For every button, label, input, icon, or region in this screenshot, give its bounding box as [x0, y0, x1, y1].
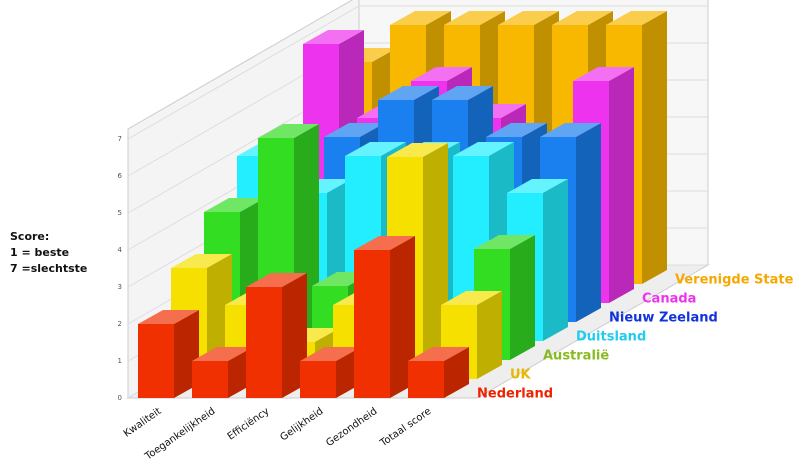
bar-top: [573, 67, 634, 81]
y-tick-label: 2: [118, 320, 122, 328]
bar-top: [411, 67, 472, 81]
y-tick-label: 6: [118, 172, 123, 180]
bar-top: [507, 179, 568, 193]
bar-top: [540, 123, 601, 137]
bar: [354, 236, 415, 398]
bar-top: [171, 254, 232, 268]
y-tick-label: 0: [118, 394, 122, 402]
bar-top: [300, 347, 361, 361]
bar-front: [354, 250, 390, 398]
bar-side: [543, 179, 568, 341]
bar-side: [477, 291, 502, 379]
bar-top: [192, 347, 253, 361]
bar-side: [510, 235, 535, 360]
bar: [408, 347, 469, 398]
bar-top: [453, 142, 514, 156]
bar-top: [345, 142, 406, 156]
y-tick-label: 4: [118, 246, 123, 254]
bar-top: [303, 30, 364, 44]
bar-front: [408, 361, 444, 398]
bar-top: [444, 11, 505, 25]
bar: [441, 291, 502, 379]
bar-top: [498, 11, 559, 25]
bar: [138, 310, 199, 398]
bar-side: [642, 11, 667, 284]
y-label-line: Score:: [10, 230, 49, 243]
bar-top: [378, 86, 439, 100]
bar-top: [324, 123, 385, 137]
series-label: Canada: [642, 292, 696, 307]
bar: [246, 273, 307, 398]
bar-top: [390, 11, 451, 25]
bar-top: [204, 198, 265, 212]
bar-top: [432, 86, 493, 100]
series-label: Nieuw Zeeland: [609, 311, 718, 326]
bar-top: [354, 236, 415, 250]
bar-top: [258, 124, 319, 138]
y-tick-label: 3: [118, 283, 122, 291]
x-tick-label: Gelijkheid: [278, 406, 325, 443]
series-label: Duitsland: [576, 330, 646, 345]
bar-front: [246, 287, 282, 398]
bar-front: [138, 324, 174, 398]
bar-top: [138, 310, 199, 324]
bar-top: [387, 143, 448, 157]
bar-front: [192, 361, 228, 398]
bar-side: [609, 67, 634, 303]
x-tick-label: Efficiëncy: [226, 406, 272, 443]
x-tick-label: Kwaliteit: [122, 406, 164, 440]
y-axis-label: Score: 1 = beste 7 =slechtste: [10, 230, 87, 275]
bar-front: [300, 361, 336, 398]
y-label-line: 1 = beste: [10, 246, 69, 259]
bar-top: [408, 347, 469, 361]
bar-top: [441, 291, 502, 305]
series-label: Verenigde Staten: [675, 273, 793, 288]
series-label: Australië: [543, 349, 609, 364]
y-label-line: 7 =slechtste: [10, 262, 87, 275]
bar-top: [486, 123, 547, 137]
bar-top: [552, 11, 613, 25]
bar-top: [474, 235, 535, 249]
bar-top: [246, 273, 307, 287]
y-tick-label: 7: [118, 135, 122, 143]
series-label: Nederland: [477, 387, 553, 402]
y-tick-label: 5: [118, 209, 122, 217]
series-label: UK: [510, 368, 532, 383]
grid-line: [127, 5, 708, 140]
x-tick-label: Totaal score: [378, 406, 434, 450]
bar-top: [606, 11, 667, 25]
y-tick-label: 1: [118, 357, 122, 365]
x-tick-label: Gezondheid: [324, 406, 379, 449]
bar-side: [576, 123, 601, 322]
bar-side: [390, 236, 415, 398]
bar-side: [444, 347, 469, 398]
